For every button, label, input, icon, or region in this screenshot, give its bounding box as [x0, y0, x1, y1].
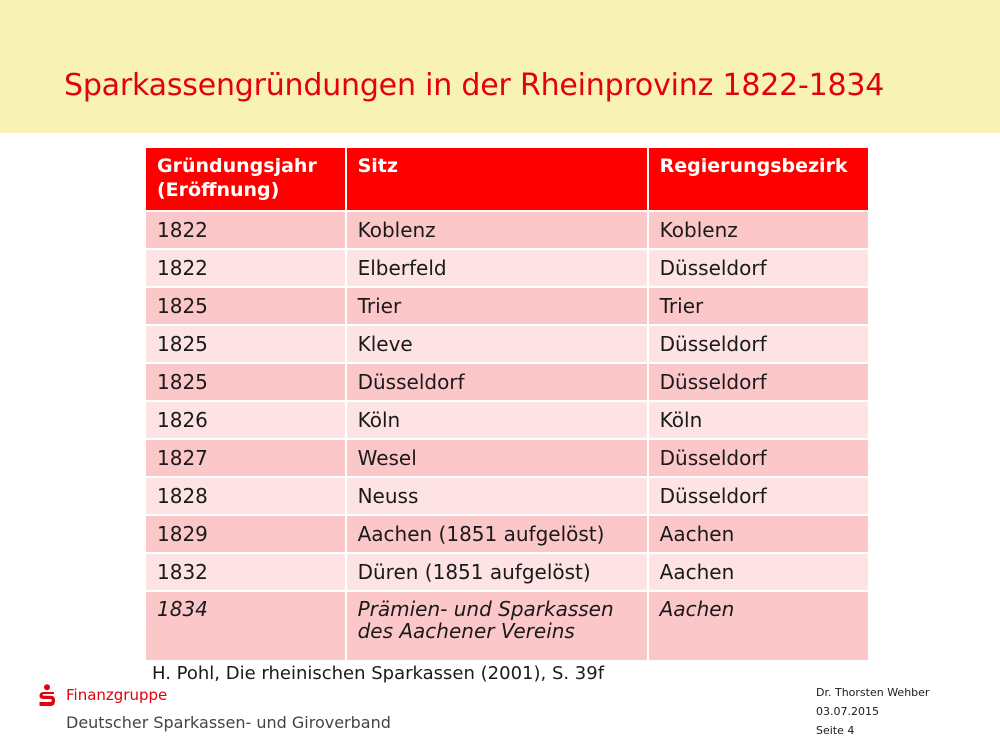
table-row: 1825 Kleve Düsseldorf	[146, 326, 868, 362]
table-row: 1828 Neuss Düsseldorf	[146, 478, 868, 514]
table-row: 1834 Prämien- und Sparkassen des Aachene…	[146, 592, 868, 660]
header-founding-year-line2: (Eröffnung)	[157, 179, 280, 201]
cell-seat: Elberfeld	[346, 250, 647, 286]
cell-year: 1832	[146, 554, 345, 590]
header-founding-year: Gründungsjahr (Eröffnung)	[146, 148, 345, 210]
cell-year: 1825	[146, 364, 345, 400]
cell-seat: Koblenz	[346, 212, 647, 248]
cell-seat: Aachen (1851 aufgelöst)	[346, 516, 647, 552]
founding-table: Gründungsjahr (Eröffnung) Sitz Regierung…	[144, 146, 870, 662]
table-row: 1827 Wesel Düsseldorf	[146, 440, 868, 476]
cell-district: Düsseldorf	[648, 440, 868, 476]
footer-page: Seite 4	[816, 724, 855, 737]
slide-title: Sparkassengründungen in der Rheinprovinz…	[64, 68, 885, 103]
cell-seat: Köln	[346, 402, 647, 438]
source-citation: H. Pohl, Die rheinischen Sparkassen (200…	[152, 663, 605, 684]
cell-district: Aachen	[648, 554, 868, 590]
table-row: 1825 Düsseldorf Düsseldorf	[146, 364, 868, 400]
table-row: 1822 Koblenz Koblenz	[146, 212, 868, 248]
table-row: 1826 Köln Köln	[146, 402, 868, 438]
header-founding-year-line1: Gründungsjahr	[157, 155, 317, 177]
footer-author: Dr. Thorsten Wehber	[816, 686, 930, 699]
footer-info: Dr. Thorsten Wehber 03.07.2015 Seite 4	[816, 683, 929, 740]
logo-name: Finanzgruppe	[66, 686, 168, 704]
cell-year: 1826	[146, 402, 345, 438]
header-district: Regierungsbezirk	[648, 148, 868, 210]
footer-date: 03.07.2015	[816, 705, 879, 718]
cell-district: Düsseldorf	[648, 364, 868, 400]
cell-seat: Trier	[346, 288, 647, 324]
cell-district: Aachen	[648, 592, 868, 660]
cell-year: 1822	[146, 212, 345, 248]
cell-district: Koblenz	[648, 212, 868, 248]
sparkasse-s-icon	[39, 684, 55, 706]
cell-seat: Düren (1851 aufgelöst)	[346, 554, 647, 590]
cell-district: Köln	[648, 402, 868, 438]
table-header-row: Gründungsjahr (Eröffnung) Sitz Regierung…	[146, 148, 868, 210]
table-row: 1829 Aachen (1851 aufgelöst) Aachen	[146, 516, 868, 552]
header-seat: Sitz	[346, 148, 647, 210]
cell-seat: Düsseldorf	[346, 364, 647, 400]
table-row: 1832 Düren (1851 aufgelöst) Aachen	[146, 554, 868, 590]
cell-seat-line1: Prämien- und Sparkassen	[357, 597, 614, 621]
cell-seat: Kleve	[346, 326, 647, 362]
cell-seat: Prämien- und Sparkassen des Aachener Ver…	[346, 592, 647, 660]
cell-year: 1825	[146, 326, 345, 362]
cell-seat: Neuss	[346, 478, 647, 514]
cell-seat: Wesel	[346, 440, 647, 476]
cell-seat-line2: des Aachener Vereins	[357, 619, 575, 643]
header-band	[0, 0, 1000, 133]
table-row: 1822 Elberfeld Düsseldorf	[146, 250, 868, 286]
cell-district: Aachen	[648, 516, 868, 552]
cell-year: 1828	[146, 478, 345, 514]
cell-district: Düsseldorf	[648, 250, 868, 286]
cell-district: Düsseldorf	[648, 478, 868, 514]
cell-year: 1822	[146, 250, 345, 286]
cell-year: 1825	[146, 288, 345, 324]
logo-subtitle: Deutscher Sparkassen- und Giroverband	[66, 713, 391, 732]
table-row: 1825 Trier Trier	[146, 288, 868, 324]
cell-year: 1829	[146, 516, 345, 552]
cell-year: 1827	[146, 440, 345, 476]
cell-district: Trier	[648, 288, 868, 324]
cell-year: 1834	[146, 592, 345, 660]
cell-district: Düsseldorf	[648, 326, 868, 362]
